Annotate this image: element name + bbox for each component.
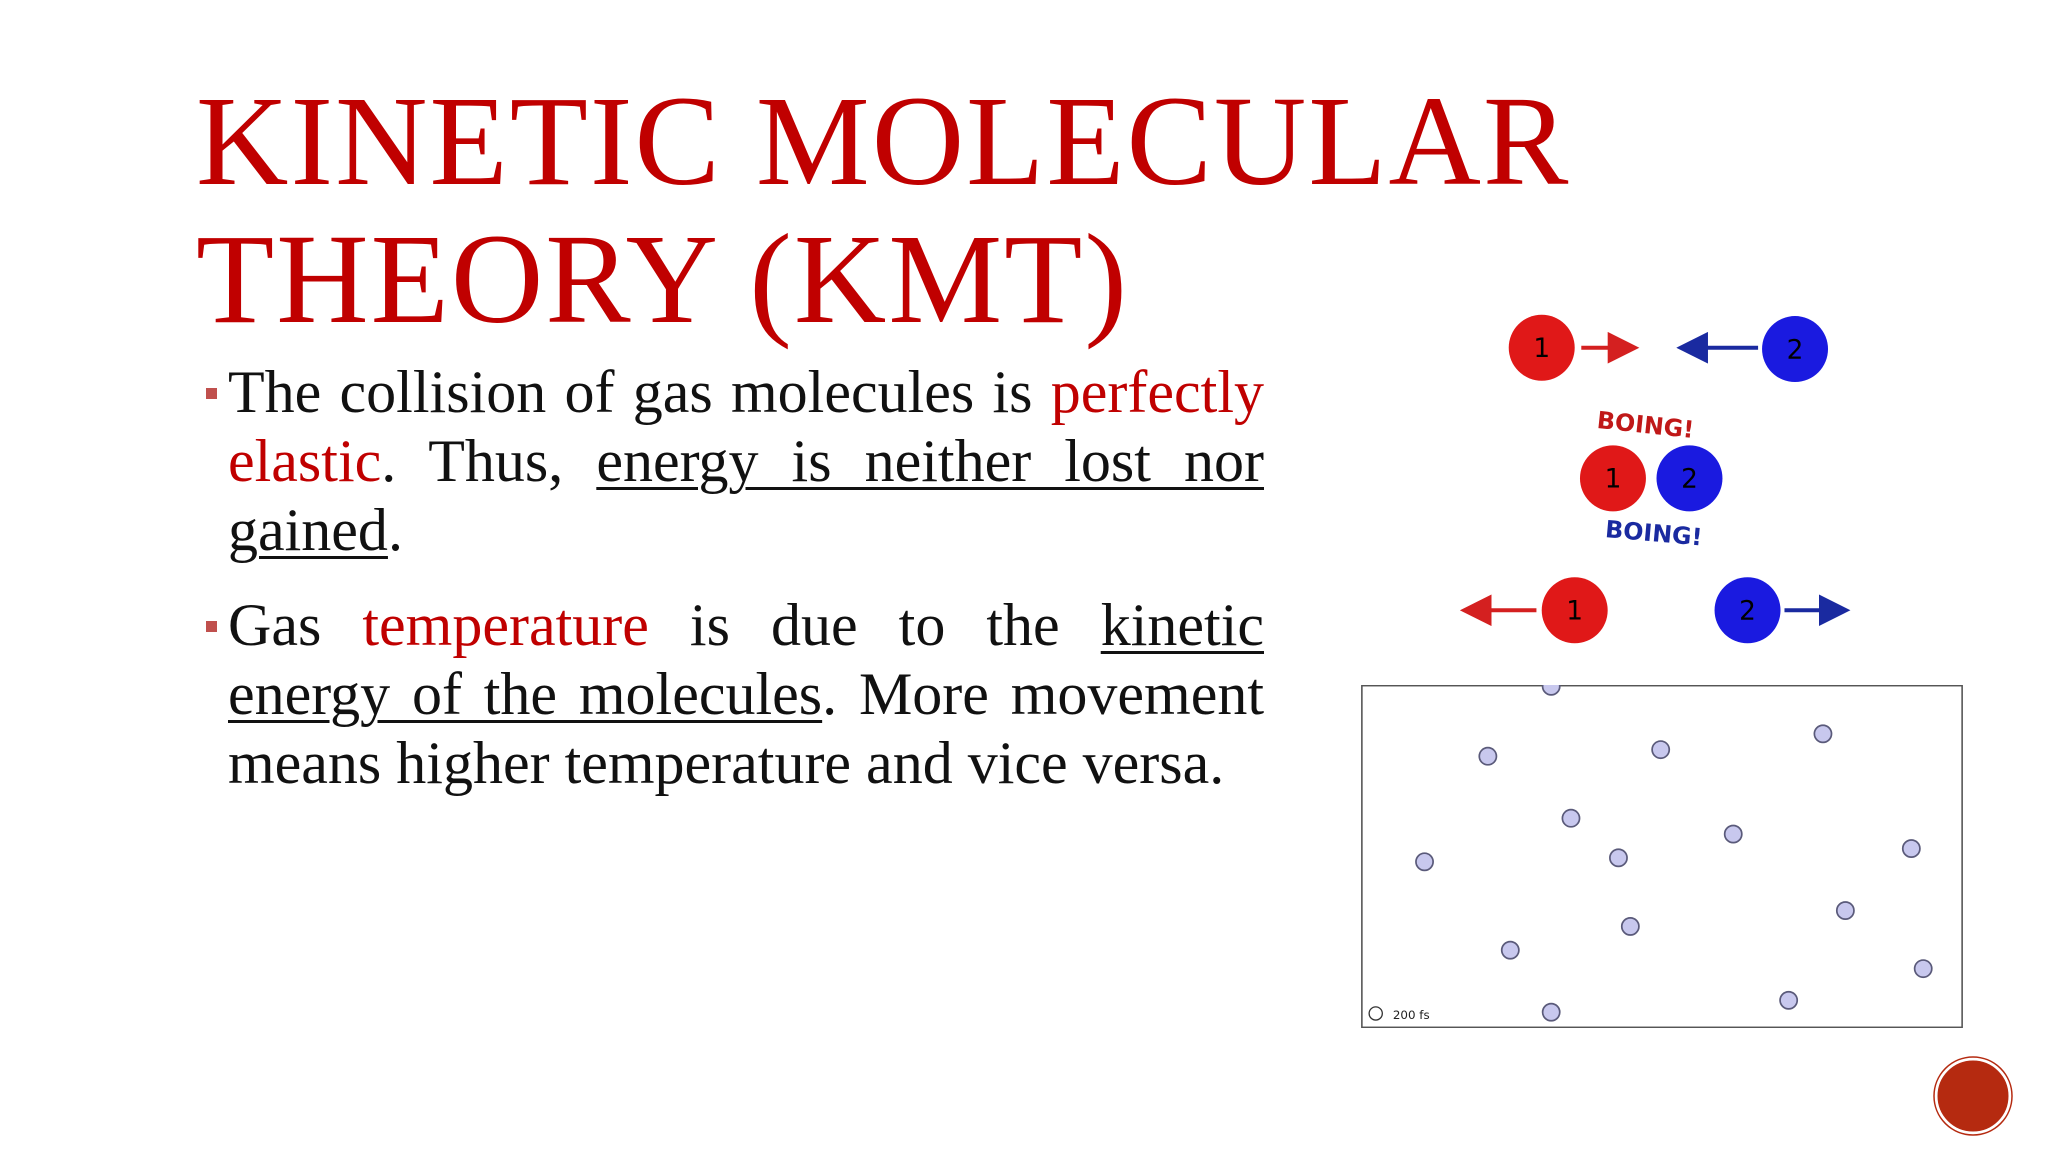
sound-text: BOING! — [1604, 515, 1703, 551]
molecules — [1415, 685, 1933, 1022]
molecule: 1 — [1508, 314, 1575, 381]
text-run: . More movement means higher temperature… — [228, 661, 1264, 796]
molecule: 1 — [1579, 445, 1646, 512]
text-run: The collision of gas molecules is — [228, 359, 1051, 425]
text-run: perfectly elastic — [228, 359, 1264, 494]
gas-simulation: 200 fs — [1361, 685, 1963, 1028]
bullet: Gas temperature is due to the kinetic en… — [206, 591, 1264, 798]
time-label: 200 fs — [1393, 1008, 1430, 1022]
title-line: THEORY (KMT) — [196, 208, 1129, 350]
molecule-label: 2 — [1739, 597, 1756, 627]
sound-text: BOING! — [1596, 406, 1696, 444]
clock-icon — [1368, 1006, 1383, 1021]
title-line: KINETIC MOLECULAR — [196, 70, 1571, 212]
text-run: kinetic energy of the molecules — [228, 592, 1264, 727]
molecule: 2 — [1762, 316, 1829, 383]
molecule-label: 1 — [1566, 597, 1583, 627]
nav-button[interactable] — [1933, 1056, 2013, 1136]
text-run: energy is neither lost nor gained — [228, 428, 1264, 563]
molecule-label: 2 — [1681, 465, 1698, 495]
molecule-label: 1 — [1605, 465, 1622, 495]
molecule: 2 — [1714, 577, 1781, 644]
molecule: 2 — [1656, 445, 1723, 512]
text-run: Gas — [228, 592, 363, 658]
molecule: 1 — [1541, 577, 1608, 644]
bullet-list: The collision of gas molecules is perfec… — [206, 358, 1264, 824]
molecule-label: 1 — [1533, 334, 1550, 364]
text-run: . — [387, 497, 403, 563]
molecule-label: 2 — [1787, 335, 1804, 365]
text-run: temperature — [362, 592, 649, 658]
text-run: . Thus, — [381, 428, 597, 494]
collision-diagram: 1 2 BOING! 1 2 BOING! 1 2 — [1459, 314, 1851, 644]
text-run: is due to the — [648, 592, 1101, 658]
bullet: The collision of gas molecules is perfec… — [206, 358, 1264, 565]
sim-box — [1361, 685, 1963, 1028]
slide-title: KINETIC MOLECULAR THEORY (KMT) — [196, 72, 1796, 348]
